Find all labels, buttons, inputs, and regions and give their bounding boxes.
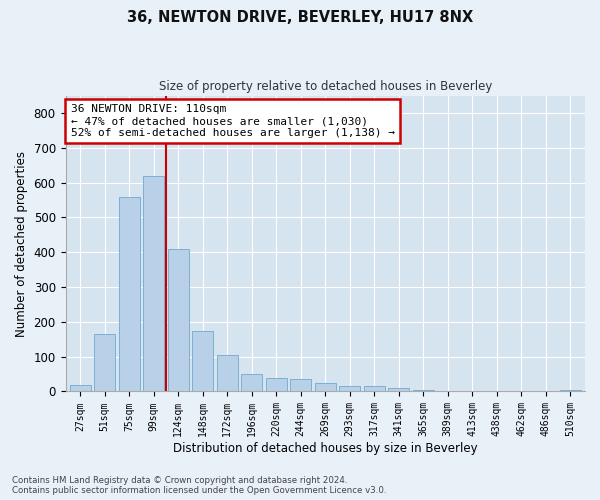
Title: Size of property relative to detached houses in Beverley: Size of property relative to detached ho… [158, 80, 492, 93]
Text: Contains HM Land Registry data © Crown copyright and database right 2024.
Contai: Contains HM Land Registry data © Crown c… [12, 476, 386, 495]
Bar [168, 248, 188, 392]
Bar [364, 386, 385, 392]
Bar [266, 378, 287, 392]
Bar [388, 388, 409, 392]
Text: 36 NEWTON DRIVE: 110sqm
← 47% of detached houses are smaller (1,030)
52% of semi: 36 NEWTON DRIVE: 110sqm ← 47% of detache… [71, 104, 395, 138]
X-axis label: Distribution of detached houses by size in Beverley: Distribution of detached houses by size … [173, 442, 478, 455]
Bar [340, 386, 360, 392]
Bar [70, 384, 91, 392]
Bar [241, 374, 262, 392]
Bar [217, 355, 238, 392]
Bar [94, 334, 115, 392]
Bar [143, 176, 164, 392]
Bar [193, 330, 213, 392]
Bar [290, 380, 311, 392]
Bar [560, 390, 581, 392]
Y-axis label: Number of detached properties: Number of detached properties [15, 150, 28, 336]
Bar [119, 196, 140, 392]
Bar [315, 383, 335, 392]
Bar [413, 390, 434, 392]
Text: 36, NEWTON DRIVE, BEVERLEY, HU17 8NX: 36, NEWTON DRIVE, BEVERLEY, HU17 8NX [127, 10, 473, 25]
